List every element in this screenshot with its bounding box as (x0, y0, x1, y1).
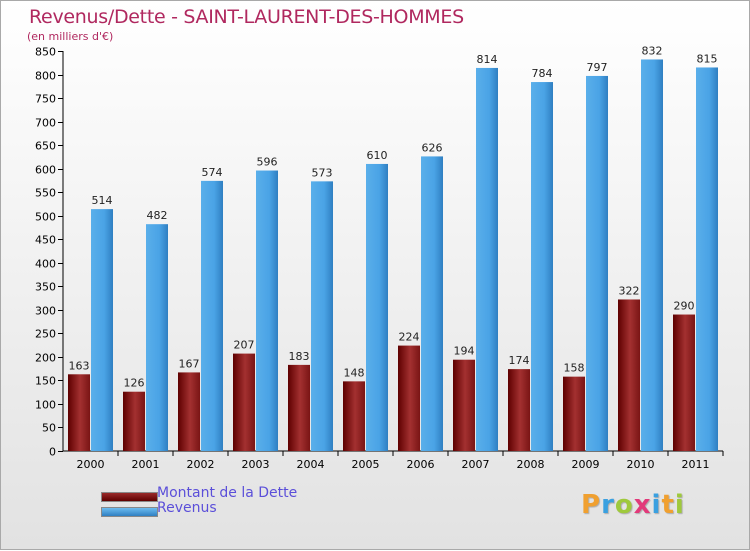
data-label-revenus: 626 (422, 141, 443, 154)
bar-revenus (91, 209, 113, 451)
y-tick-label: 400 (35, 258, 56, 271)
data-label-revenus: 814 (477, 53, 498, 66)
legend-swatch-dette (101, 492, 158, 502)
y-tick-label: 650 (35, 140, 56, 153)
logo-letter: t (661, 490, 675, 520)
x-tick-label: 2003 (242, 458, 270, 471)
bar-dette (673, 314, 695, 451)
x-tick-label: 2008 (517, 458, 545, 471)
data-label-revenus: 596 (257, 156, 278, 169)
legend-label-dette: Montant de la Dette (157, 485, 298, 501)
chart-subtitle: (en milliers d'€) (27, 30, 114, 43)
data-label-revenus: 482 (147, 209, 168, 222)
x-tick-label: 2002 (187, 458, 215, 471)
data-label-revenus: 610 (367, 149, 388, 162)
bar-revenus (256, 170, 278, 451)
data-label-revenus: 784 (532, 67, 553, 80)
axes: 0 50 100 150 200 250 300 350 400 450 500 550 600 650 7… (35, 46, 724, 471)
bar-dette (618, 299, 640, 451)
y-tick-label: 350 (35, 281, 56, 294)
y-tick-label: 50 (42, 422, 56, 435)
bar-revenus (311, 181, 333, 451)
bar-revenus (366, 163, 388, 452)
data-label-dette: 174 (509, 354, 530, 367)
chart-title: Revenus/Dette - SAINT-LAURENT-DES-HOMMES (29, 6, 464, 28)
bar-dette (288, 364, 310, 451)
x-tick-label: 2009 (572, 458, 600, 471)
logo-letter: i (651, 490, 662, 520)
y-tick-label: 450 (35, 234, 56, 247)
logo-letter: i (674, 490, 685, 520)
data-label-revenus: 574 (202, 166, 223, 179)
data-label-revenus: 797 (587, 61, 608, 74)
legend-swatch-revenus (101, 507, 158, 517)
data-label-dette: 194 (454, 345, 475, 358)
bar-dette (453, 359, 475, 451)
data-label-revenus: 815 (697, 52, 718, 65)
data-label-dette: 322 (619, 284, 640, 297)
data-label-dette: 183 (289, 350, 310, 363)
y-tick-label: 550 (35, 187, 56, 200)
bar-dette (508, 369, 530, 451)
data-labels: 163 514 126 482 167 574 207 596 183 573 148 610 224 6… (69, 44, 718, 389)
data-label-dette: 148 (344, 366, 365, 379)
y-tick-label: 500 (35, 211, 56, 224)
x-tick-label: 2006 (407, 458, 435, 471)
x-tick-label: 2005 (352, 458, 380, 471)
y-tick-label: 300 (35, 305, 56, 318)
y-tick-label: 850 (35, 46, 56, 59)
y-tick-label: 800 (35, 70, 56, 83)
bar-revenus (421, 156, 443, 452)
bar-revenus (586, 75, 608, 452)
x-tick-label: 2001 (132, 458, 160, 471)
bar-dette (343, 381, 365, 451)
data-label-dette: 167 (179, 357, 200, 370)
y-tick-label: 250 (35, 328, 56, 341)
bar-dette (123, 391, 145, 451)
data-label-dette: 207 (234, 339, 255, 352)
x-tick-label: 2007 (462, 458, 490, 471)
data-label-dette: 163 (69, 359, 90, 372)
x-tick-label: 2004 (297, 458, 325, 471)
bars (68, 59, 718, 452)
x-tick-label: 2000 (77, 458, 105, 471)
y-tick-label: 100 (35, 399, 56, 412)
logo-letter: r (601, 490, 615, 520)
bar-revenus (201, 180, 223, 451)
x-tick-label: 2010 (627, 458, 655, 471)
bar-dette (398, 345, 420, 451)
proxiti-logo: Proxiti (581, 490, 685, 520)
legend-label-revenus: Revenus (157, 500, 217, 516)
bar-revenus (476, 67, 498, 452)
bar-revenus (641, 59, 663, 452)
y-tick-label: 600 (35, 164, 56, 177)
bar-revenus (696, 67, 718, 452)
bar-revenus (531, 82, 553, 451)
y-tick-label: 200 (35, 352, 56, 365)
bar-dette (233, 353, 255, 451)
y-tick-label: 700 (35, 117, 56, 130)
data-label-dette: 126 (124, 377, 145, 390)
data-label-dette: 224 (399, 331, 420, 344)
logo-letter: x (633, 490, 652, 520)
y-tick-label: 150 (35, 375, 56, 388)
y-tick-label: 750 (35, 93, 56, 106)
bar-dette (178, 372, 200, 451)
y-tick-label: 0 (49, 446, 56, 459)
bar-dette (563, 376, 585, 451)
data-label-dette: 158 (564, 362, 585, 375)
logo-letter: P (581, 490, 602, 520)
bar-revenus (146, 224, 168, 451)
data-label-revenus: 573 (312, 166, 333, 179)
x-tick-label: 2011 (682, 458, 710, 471)
data-label-revenus: 832 (642, 44, 663, 57)
data-label-dette: 290 (674, 300, 695, 313)
data-label-revenus: 514 (92, 194, 113, 207)
bar-dette (68, 374, 90, 451)
logo-letter: o (614, 490, 634, 520)
